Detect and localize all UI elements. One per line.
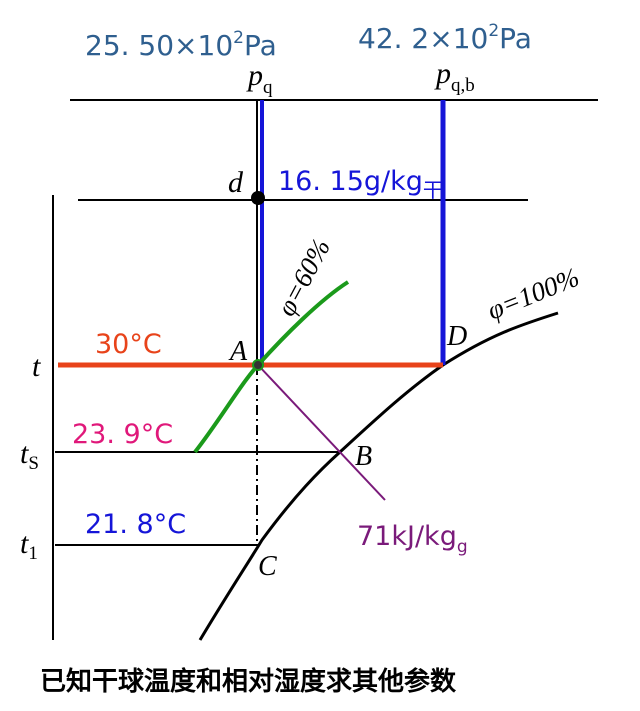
symbol-main: p: [246, 59, 263, 92]
symbol-main: p: [434, 57, 451, 90]
point-label: D: [446, 321, 467, 352]
point-label: A: [228, 336, 248, 367]
enthalpy-line: [257, 364, 386, 501]
mantissa: 42. 2×10: [358, 22, 488, 55]
unit: Pa: [499, 22, 532, 55]
pressure-label: 25. 50×102Pa: [85, 28, 277, 62]
symbol-main: t: [20, 437, 29, 470]
symbol-sub: q: [263, 77, 273, 98]
symbol: pq,b: [434, 57, 475, 96]
curve-label: φ=100%: [483, 262, 583, 326]
mantissa: 25. 50×10: [85, 29, 233, 62]
symbol: pq: [246, 59, 273, 98]
exponent: 2: [488, 21, 499, 41]
symbol: d: [228, 166, 244, 199]
annotation-text: 16. 15g/kg: [278, 166, 423, 197]
humidity-annotation: 16. 15g/kg干: [278, 166, 443, 202]
symbol-main: t: [20, 527, 29, 560]
symbol-sub: 1: [28, 543, 38, 564]
caption: 已知干球温度和相对湿度求其他参数: [40, 666, 457, 697]
exponent: 2: [233, 28, 244, 48]
point-d: [251, 191, 265, 205]
symbol-sub: S: [28, 453, 39, 474]
unit: Pa: [244, 29, 277, 62]
point-label: C: [258, 551, 277, 582]
curve-label: φ=60%: [271, 234, 336, 321]
symbol-sub: q,b: [451, 75, 475, 96]
point-a: [252, 359, 264, 371]
temperature-annotation: 21. 8°C: [85, 509, 186, 540]
symbol: t: [32, 350, 41, 383]
annotation-sub: g: [457, 537, 468, 557]
point-label: B: [355, 441, 372, 472]
temperature-annotation: 30°C: [95, 329, 162, 360]
symbol: tS: [20, 437, 39, 474]
annotation-text: 71kJ/kg: [357, 521, 457, 552]
enthalpy-annotation: 71kJ/kgg: [357, 521, 468, 557]
pressure-label: 42. 2×102Pa: [358, 21, 532, 55]
annotation-sub: 干: [423, 178, 443, 202]
temperature-annotation: 23. 9°C: [72, 419, 173, 450]
symbol: t1: [20, 527, 38, 564]
